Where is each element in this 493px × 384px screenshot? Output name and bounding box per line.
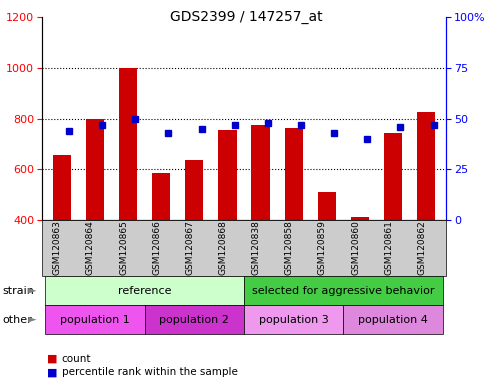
Text: GSM120864: GSM120864 (86, 220, 95, 275)
Text: GSM120867: GSM120867 (185, 220, 194, 275)
Text: selected for aggressive behavior: selected for aggressive behavior (252, 286, 435, 296)
Text: population 3: population 3 (259, 314, 329, 325)
Text: GSM120865: GSM120865 (119, 220, 128, 275)
Bar (152, 173, 170, 220)
Text: GSM120862: GSM120862 (417, 220, 426, 275)
Bar (251, 125, 270, 220)
Text: population 1: population 1 (60, 314, 130, 325)
Bar (351, 217, 369, 220)
Bar (417, 113, 435, 220)
Text: GSM120860: GSM120860 (351, 220, 360, 275)
Bar (218, 130, 237, 220)
Text: percentile rank within the sample: percentile rank within the sample (62, 367, 238, 377)
Text: GSM120868: GSM120868 (218, 220, 227, 275)
Bar (384, 132, 402, 220)
Text: population 2: population 2 (159, 314, 229, 325)
Text: GSM120863: GSM120863 (53, 220, 62, 275)
Bar (185, 161, 204, 220)
Bar (86, 119, 104, 220)
Text: strain: strain (2, 286, 35, 296)
Text: GSM120858: GSM120858 (285, 220, 294, 275)
Text: population 4: population 4 (358, 314, 428, 325)
Text: count: count (62, 354, 91, 364)
Text: other: other (2, 314, 32, 325)
Bar (284, 127, 303, 220)
Text: GDS2399 / 147257_at: GDS2399 / 147257_at (170, 10, 323, 23)
Text: GSM120838: GSM120838 (251, 220, 261, 275)
Text: GSM120866: GSM120866 (152, 220, 161, 275)
Text: reference: reference (118, 286, 172, 296)
Bar (119, 68, 137, 220)
Bar (318, 192, 336, 220)
Text: ■: ■ (47, 367, 57, 377)
Text: GSM120861: GSM120861 (384, 220, 393, 275)
Text: GSM120859: GSM120859 (318, 220, 327, 275)
Text: ■: ■ (47, 354, 57, 364)
Bar (53, 156, 71, 220)
